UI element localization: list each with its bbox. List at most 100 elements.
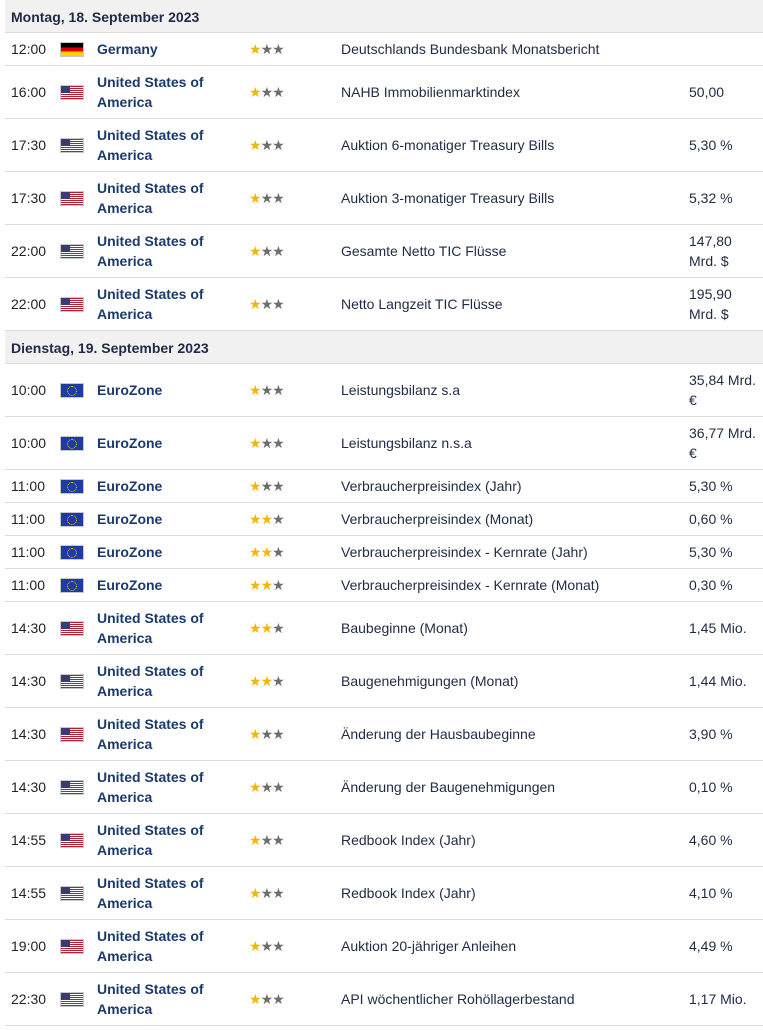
star-icon: ★ (272, 242, 285, 259)
event-row[interactable]: 11:00 EuroZone ★ ★ ★ Verbraucherpreisindex - … (5, 569, 763, 602)
event-time: 22:00 (11, 243, 47, 259)
importance-rating: ★ ★ ★ (249, 602, 299, 654)
importance-rating: ★ ★ ★ (249, 470, 299, 502)
event-row[interactable]: 14:30 United States of America ★ ★ ★ Änderung… (5, 708, 763, 761)
star-icon: ★ (249, 83, 262, 100)
country-link[interactable]: United States of America (97, 981, 204, 1017)
event-row[interactable]: 17:30 United States of America ★ ★ ★ Auktion … (5, 119, 763, 172)
event-row[interactable]: 14:30 United States of America ★ ★ ★ Änderung… (5, 761, 763, 814)
event-row[interactable]: 14:55 United States of America ★ ★ ★ Redbook … (5, 814, 763, 867)
star-icon: ★ (260, 543, 274, 560)
star-icon: ★ (249, 576, 262, 593)
event-name[interactable]: Deutschlands Bundesbank Monatsbericht (341, 41, 600, 57)
country-link[interactable]: United States of America (97, 286, 204, 322)
usa-flag-icon (61, 833, 83, 847)
usa-flag-icon (61, 939, 83, 953)
event-row[interactable]: 17:30 United States of America ★ ★ ★ Auktion … (5, 172, 763, 225)
star-icon: ★ (260, 40, 274, 57)
country-link[interactable]: United States of America (97, 875, 204, 911)
event-name[interactable]: Redbook Index (Jahr) (341, 832, 476, 848)
event-name[interactable]: Baugenehmigungen (Monat) (341, 673, 519, 689)
country-link[interactable]: EuroZone (97, 435, 163, 451)
country-link[interactable]: United States of America (97, 716, 204, 752)
country-link[interactable]: United States of America (97, 769, 204, 805)
event-row[interactable]: 10:00 EuroZone ★ ★ ★ Leistungsbilanz n.s.a 36,… (5, 417, 763, 470)
event-row[interactable]: 19:00 United States of America ★ ★ ★ Auktion … (5, 920, 763, 973)
event-name[interactable]: Netto Langzeit TIC Flüsse (341, 296, 503, 312)
country-link[interactable]: Germany (97, 41, 158, 57)
country-link[interactable]: United States of America (97, 822, 204, 858)
importance-rating: ★ ★ ★ (249, 655, 299, 707)
star-icon: ★ (272, 937, 285, 954)
event-name[interactable]: Baubeginne (Monat) (341, 620, 468, 636)
event-row[interactable]: 22:30 United States of America ★ ★ ★ API wöch… (5, 973, 763, 1026)
event-name[interactable]: Leistungsbilanz s.a (341, 382, 461, 398)
star-icon: ★ (260, 136, 274, 153)
event-name[interactable]: Verbraucherpreisindex - Kernrate (Jahr) (341, 544, 588, 560)
event-time: 22:00 (11, 296, 47, 312)
star-icon: ★ (249, 725, 262, 742)
country-link[interactable]: EuroZone (97, 511, 163, 527)
importance-rating: ★ ★ ★ (249, 867, 299, 919)
actual-value: 5,30 % (689, 137, 733, 153)
flag-cell (61, 364, 87, 416)
country-link[interactable]: EuroZone (97, 577, 163, 593)
event-name[interactable]: Redbook Index (Jahr) (341, 885, 476, 901)
event-row[interactable]: 16:00 United States of America ★ ★ ★ NAHB Imm… (5, 66, 763, 119)
event-name[interactable]: Änderung der Hausbaubeginne (341, 726, 536, 742)
star-icon: ★ (249, 242, 262, 259)
event-name[interactable]: Änderung der Baugenehmigungen (341, 779, 556, 795)
event-name[interactable]: API wöchentlicher Rohöllagerbestand (341, 991, 575, 1007)
country-link[interactable]: United States of America (97, 233, 204, 269)
importance-rating: ★ ★ ★ (249, 278, 299, 330)
event-name[interactable]: NAHB Immobilienmarktindex (341, 84, 520, 100)
event-row[interactable]: 22:00 United States of America ★ ★ ★ Gesamte … (5, 225, 763, 278)
star-icon: ★ (249, 189, 262, 206)
star-icon: ★ (260, 576, 274, 593)
event-name[interactable]: Gesamte Netto TIC Flüsse (341, 243, 507, 259)
event-name[interactable]: Auktion 6-monatiger Treasury Bills (341, 137, 555, 153)
star-icon: ★ (272, 672, 285, 689)
country-link[interactable]: United States of America (97, 74, 204, 110)
star-icon: ★ (272, 778, 285, 795)
country-link[interactable]: United States of America (97, 180, 204, 216)
event-name[interactable]: Leistungsbilanz n.s.a (341, 435, 472, 451)
usa-flag-icon (61, 621, 83, 635)
star-icon: ★ (260, 242, 274, 259)
flag-cell (61, 708, 87, 760)
actual-value: 5,30 % (689, 478, 733, 494)
event-row[interactable]: 12:00 Germany ★ ★ ★ Deutschlands Bundesbank M… (5, 33, 763, 66)
event-row[interactable]: 11:00 EuroZone ★ ★ ★ Verbraucherpreisindex (J… (5, 470, 763, 503)
country-link[interactable]: United States of America (97, 610, 204, 646)
event-row[interactable]: 11:00 EuroZone ★ ★ ★ Verbraucherpreisindex (M… (5, 503, 763, 536)
event-name[interactable]: Verbraucherpreisindex - Kernrate (Monat) (341, 577, 600, 593)
star-icon: ★ (272, 83, 285, 100)
country-link[interactable]: EuroZone (97, 544, 163, 560)
event-time: 14:55 (11, 885, 47, 901)
country-link[interactable]: EuroZone (97, 478, 163, 494)
event-row[interactable]: 22:00 United States of America ★ ★ ★ Netto La… (5, 278, 763, 331)
event-row[interactable]: 14:30 United States of America ★ ★ ★ Baugeneh… (5, 655, 763, 708)
event-name[interactable]: Auktion 20-jähriger Anleihen (341, 938, 517, 954)
country-link[interactable]: EuroZone (97, 382, 163, 398)
star-icon: ★ (249, 381, 262, 398)
event-name[interactable]: Verbraucherpreisindex (Monat) (341, 511, 534, 527)
star-icon: ★ (249, 510, 262, 527)
actual-value: 5,32 % (689, 190, 733, 206)
country-link[interactable]: United States of America (97, 663, 204, 699)
event-row[interactable]: 14:30 United States of America ★ ★ ★ Baubegin… (5, 602, 763, 655)
event-time: 22:30 (11, 991, 47, 1007)
event-row[interactable]: 14:55 United States of America ★ ★ ★ Redbook … (5, 867, 763, 920)
flag-cell (61, 536, 87, 568)
star-icon: ★ (249, 434, 262, 451)
star-icon: ★ (260, 381, 274, 398)
event-name[interactable]: Verbraucherpreisindex (Jahr) (341, 478, 522, 494)
event-row[interactable]: 11:00 EuroZone ★ ★ ★ Verbraucherpreisindex - … (5, 536, 763, 569)
event-row[interactable]: 10:00 EuroZone ★ ★ ★ Leistungsbilanz s.a 35,84… (5, 364, 763, 417)
country-link[interactable]: United States of America (97, 928, 204, 964)
country-link[interactable]: United States of America (97, 127, 204, 163)
usa-flag-icon (61, 244, 83, 258)
flag-cell (61, 66, 87, 118)
importance-rating: ★ ★ ★ (249, 761, 299, 813)
event-name[interactable]: Auktion 3-monatiger Treasury Bills (341, 190, 555, 206)
